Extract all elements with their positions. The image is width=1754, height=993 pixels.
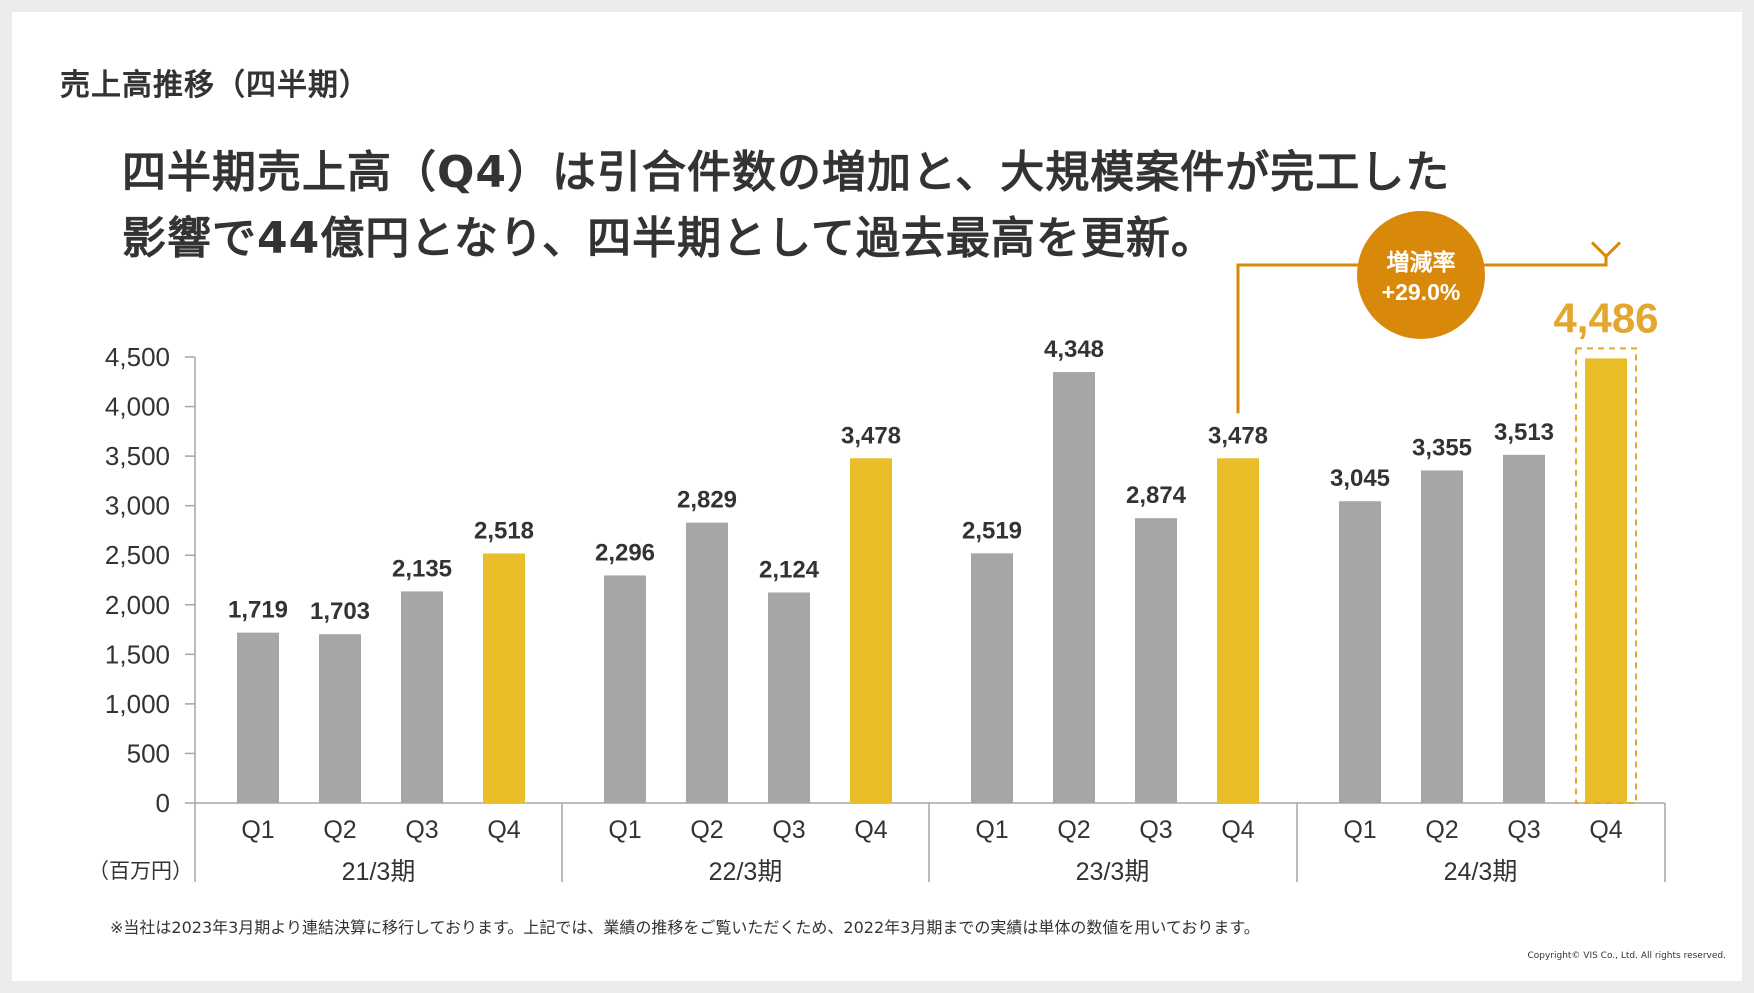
bar-24/3期-Q1: [1339, 501, 1381, 803]
headline-line-1: 四半期売上高（Q4）は引合件数の増加と、大規模案件が完工した: [122, 147, 1451, 198]
copyright: Copyright© VIS Co., Ltd. All rights rese…: [1527, 951, 1726, 961]
y-tick-label: 1,000: [105, 689, 170, 719]
y-tick-label: 3,500: [105, 441, 170, 471]
bar-value-label: 3,478: [841, 422, 901, 449]
y-tick-label: 4,500: [105, 342, 170, 372]
group-label: 22/3期: [709, 858, 783, 886]
bar-value-label: 2,124: [759, 556, 820, 583]
footnote: ※当社は2023年3月期より連結決算に移行しております。上記では、業績の推移をご…: [110, 918, 1260, 937]
bar-value-label: 1,719: [228, 597, 288, 624]
bar-value-label: 4,348: [1044, 336, 1104, 363]
bar-21/3期-Q2: [319, 634, 361, 803]
headline: 四半期売上高（Q4）は引合件数の増加と、大規模案件が完工した 影響で44億円とな…: [122, 140, 1450, 272]
bar-value-label: 2,519: [962, 517, 1022, 544]
bar-value-label: 2,829: [677, 487, 737, 514]
x-tick-label: Q3: [772, 816, 805, 844]
x-tick-label: Q3: [1139, 816, 1172, 844]
bar-22/3期-Q4: [850, 458, 892, 803]
bar-value-label: 2,135: [392, 555, 452, 582]
bar-21/3期-Q3: [401, 591, 443, 803]
bar-value-label: 1,703: [310, 598, 370, 625]
group-label: 23/3期: [1076, 858, 1150, 886]
y-unit-label: （百万円）: [88, 860, 193, 883]
growth-rate-title: 増減率: [1387, 249, 1456, 275]
x-tick-label: Q1: [1343, 816, 1376, 844]
x-tick-label: Q1: [608, 816, 641, 844]
bar-21/3期-Q1: [237, 632, 279, 803]
x-tick-label: Q3: [405, 816, 438, 844]
bar-24/3期-Q3: [1503, 454, 1545, 803]
bar-22/3期-Q2: [686, 522, 728, 803]
x-tick-label: Q2: [690, 816, 723, 844]
x-tick-label: Q4: [487, 816, 520, 844]
bar-value-label: 2,518: [474, 517, 534, 544]
section-title: 売上高推移（四半期）: [60, 68, 370, 103]
growth-rate-value: +29.0%: [1382, 279, 1461, 305]
x-tick-label: Q2: [323, 816, 356, 844]
bar-value-label: 2,296: [595, 539, 655, 566]
x-tick-label: Q1: [975, 816, 1008, 844]
bar-23/3期-Q4: [1217, 458, 1259, 803]
bar-value-label-emphasis: 4,486: [1553, 294, 1658, 341]
bar-value-label: 3,478: [1208, 422, 1268, 449]
headline-line-2: 影響で44億円となり、四半期として過去最高を更新。: [122, 213, 1216, 264]
bar-value-label: 2,874: [1126, 482, 1187, 509]
y-tick-label: 3,000: [105, 491, 170, 521]
bar-value-label: 3,355: [1412, 434, 1472, 461]
growth-rate-badge: [1357, 211, 1485, 339]
bar-21/3期-Q4: [483, 553, 525, 803]
y-tick-label: 1,500: [105, 639, 170, 669]
bar-value-label: 3,513: [1494, 419, 1554, 446]
y-tick-label: 0: [156, 788, 170, 818]
bar-22/3期-Q3: [768, 592, 810, 803]
bar-value-label: 3,045: [1330, 465, 1390, 492]
x-tick-label: Q4: [854, 816, 887, 844]
x-tick-label: Q4: [1589, 816, 1622, 844]
bar-23/3期-Q1: [971, 553, 1013, 803]
group-label: 21/3期: [342, 858, 416, 886]
bar-22/3期-Q1: [604, 575, 646, 803]
x-tick-label: Q1: [241, 816, 274, 844]
y-tick-label: 4,000: [105, 392, 170, 422]
x-tick-label: Q4: [1221, 816, 1254, 844]
highlight-dashed-box: [1575, 347, 1637, 804]
growth-arrow-head: [1590, 241, 1622, 259]
x-tick-label: Q2: [1425, 816, 1458, 844]
y-tick-label: 2,000: [105, 590, 170, 620]
bar-23/3期-Q2: [1053, 372, 1095, 803]
y-tick-label: 2,500: [105, 540, 170, 570]
x-tick-label: Q3: [1507, 816, 1540, 844]
x-tick-label: Q2: [1057, 816, 1090, 844]
group-label: 24/3期: [1444, 858, 1518, 886]
bar-24/3期-Q4: [1585, 358, 1627, 803]
bar-24/3期-Q2: [1421, 470, 1463, 803]
bar-23/3期-Q3: [1135, 518, 1177, 803]
y-tick-label: 500: [127, 738, 170, 768]
